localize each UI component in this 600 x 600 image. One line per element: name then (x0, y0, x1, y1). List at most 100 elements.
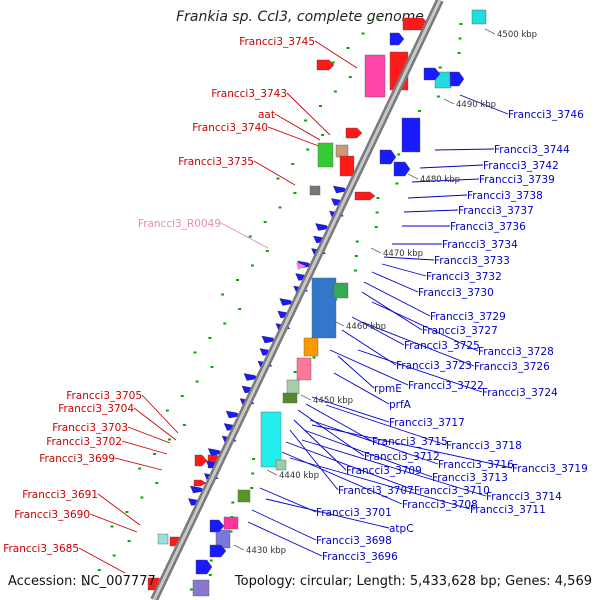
gene-label-forward-19: Francci3_3722 (408, 380, 484, 392)
gene-arrow-2 (316, 59, 335, 71)
gene-label-reverse-6: Francci3_3704 (58, 403, 134, 415)
tick-33 (140, 496, 144, 499)
leader-line-forward-32 (281, 451, 403, 505)
gene-label-forward-29: Francci3_3707 (338, 485, 414, 497)
gene-label-rna-0: Francci3_R0049 (138, 218, 221, 230)
tick-15 (248, 235, 252, 238)
kbp-label-1: 4490 kbp (456, 100, 496, 110)
tick-37 (112, 554, 116, 557)
kbp-label-6: 4440 kbp (279, 471, 319, 481)
leader-line-reverse-11 (89, 513, 138, 533)
gene-arrow-10 (379, 149, 397, 165)
tick-23 (193, 351, 197, 354)
gene-label-forward-18: Francci3_3724 (482, 387, 558, 399)
gene-label-forward-15: Francci3_3726 (474, 361, 550, 373)
gene-label-forward-23: Francci3_3718 (446, 440, 522, 452)
gene-label-forward-16: Francci3_3723 (396, 360, 472, 372)
kbp-label-5: 4450 kbp (313, 396, 353, 406)
gene-arrow-14 (209, 544, 227, 558)
feature-block-16 (223, 516, 239, 530)
tick-34 (125, 511, 129, 513)
tick-20 (238, 308, 242, 310)
tick-outer-1 (458, 37, 462, 40)
leader-line-forward-2 (419, 164, 484, 169)
leader-line-reverse-5 (141, 394, 179, 434)
gene-label-reverse-4: Francci3_3735 (178, 156, 254, 168)
tick-27 (165, 409, 169, 412)
kbp-tick-7 (233, 544, 245, 551)
feature-block-6 (309, 185, 321, 196)
tick-39 (82, 583, 86, 586)
gene-label-forward-14: Francci3_3725 (404, 340, 480, 352)
leader-line-forward-8 (383, 256, 435, 261)
feature-block-9 (303, 337, 319, 357)
leader-line-forward-16 (341, 329, 397, 366)
tick-19 (221, 293, 225, 296)
gene-label-forward-11: Francci3_3729 (430, 311, 506, 323)
gene-label-forward-0: Francci3_3746 (508, 109, 584, 121)
leader-line-reverse-10 (97, 493, 141, 526)
kbp-tick-2 (407, 173, 419, 180)
tick-16 (265, 250, 269, 252)
feature-block-14 (275, 459, 287, 471)
tick-36 (127, 540, 131, 542)
gene-label-reverse-5: Francci3_3705 (66, 390, 142, 402)
tick-outer-35 (229, 530, 233, 533)
gene-label-reverse-11: Francci3_3690 (14, 509, 90, 521)
feature-block-10 (296, 357, 312, 381)
feature-block-0 (364, 54, 386, 98)
kbp-tick-6 (266, 469, 278, 476)
tick-1 (361, 32, 365, 35)
feature-block-13 (260, 411, 282, 468)
tick-32 (155, 482, 159, 484)
kbp-tick-5 (300, 394, 312, 401)
leader-line-forward-23 (325, 404, 447, 446)
tick-outer-30 (252, 458, 256, 460)
leader-line-forward-11 (363, 281, 431, 317)
tick-10 (291, 163, 295, 165)
tick-outer-13 (375, 211, 379, 214)
gene-label-forward-17: rpmE (374, 383, 402, 395)
gene-arrow-15 (195, 559, 213, 575)
tick-outer-2 (457, 52, 461, 54)
tick-14 (263, 221, 267, 223)
tick-26 (180, 395, 184, 397)
genome-backbone-highlight (152, 0, 442, 600)
tick-13 (278, 206, 282, 209)
tick-21 (223, 322, 227, 325)
gene-label-forward-1: Francci3_3744 (494, 144, 570, 156)
tick-outer-39 (189, 588, 193, 591)
kbp-label-0: 4500 kbp (497, 30, 537, 40)
tick-outer-33 (231, 501, 235, 504)
leader-line-forward-20 (333, 372, 390, 405)
gene-label-reverse-10: Francci3_3691 (22, 489, 98, 501)
tick-11 (276, 177, 280, 180)
tick-outer-11 (395, 182, 399, 185)
leader-line-forward-25 (309, 419, 439, 465)
feature-block-18 (192, 579, 210, 597)
feature-block-2 (401, 117, 421, 153)
gene-label-forward-12: Francci3_3727 (422, 325, 498, 337)
leader-line-forward-22 (305, 403, 373, 442)
leader-line-forward-15 (361, 321, 475, 367)
tick-29 (167, 438, 171, 441)
feature-block-11 (286, 379, 300, 395)
tick-outer-0 (459, 23, 463, 25)
leader-line-forward-31 (301, 439, 487, 497)
feature-block-20 (471, 9, 487, 25)
gene-arrow-5 (194, 454, 208, 467)
gene-arrow-16 (209, 519, 225, 533)
tick-outer-12 (376, 197, 380, 199)
tick-24 (210, 366, 214, 368)
accession-text: Accession: NC_007777 (8, 574, 156, 589)
leader-line-reverse-2 (274, 113, 321, 141)
feature-block-12 (282, 392, 298, 404)
gene-label-forward-31: Francci3_3714 (486, 491, 562, 503)
leader-line-forward-14 (351, 316, 405, 346)
feature-block-7 (311, 277, 337, 339)
tick-outer-38 (208, 574, 212, 576)
tick-3 (331, 61, 335, 64)
leader-line-forward-3 (411, 178, 480, 183)
leader-line-forward-10 (371, 271, 419, 293)
